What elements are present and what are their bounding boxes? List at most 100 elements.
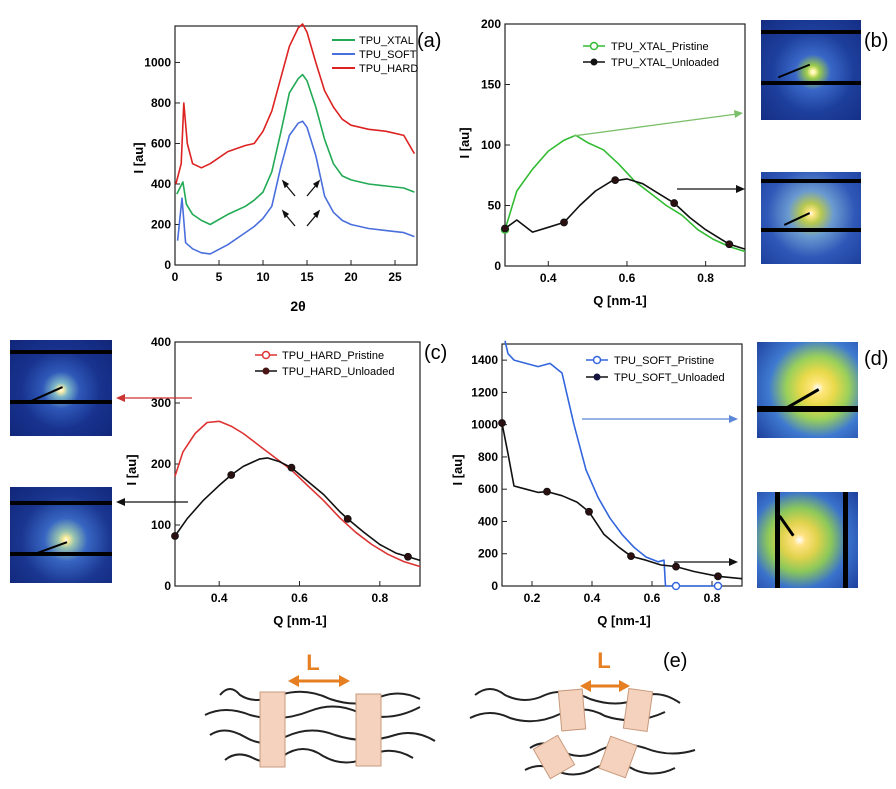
x-tick-label-b-0: 0.4 [540, 271, 557, 285]
series-line-a-2 [175, 23, 416, 185]
chart-d-legend: TPU_SOFT_Pristine TPU_SOFT_Unloaded [586, 355, 725, 384]
arrow-c-pristine-head [116, 394, 125, 402]
chart-c-svg: 0.4 0.6 0.8 0 100 200 300 400 I [au] Q [nm-1] T… [124, 335, 421, 628]
y-tick-label-c-3: 300 [151, 396, 171, 410]
chart-d-xlabel: Q [nm-1] [597, 613, 650, 628]
series-marker-d-1-1 [543, 487, 551, 496]
y-tick-label-c-2: 200 [151, 457, 171, 471]
y-tick-label-c-1: 100 [151, 518, 171, 532]
y-tick-label-a-5: 1000 [144, 55, 171, 69]
series-line-d-1 [501, 422, 743, 580]
chart-a-plot-area: 0 5 10 15 20 25 0 200 400 600 800 1000 [144, 23, 418, 284]
legend-label-xtal: TPU_XTAL [359, 35, 414, 47]
y-tick-label-d-7: 1400 [471, 353, 498, 367]
y-tick-label-d-1: 200 [478, 547, 498, 561]
chart-c-ylabel: I [au] [124, 454, 139, 485]
series-marker-d-0-0 [671, 581, 681, 591]
series-line-d-0 [504, 340, 718, 587]
y-tick-label-a-1: 200 [151, 217, 171, 231]
chart-d-ylabel: I [au] [452, 454, 465, 485]
legend-label-b-unloaded: TPU_XTAL_Unloaded [611, 57, 719, 69]
spacing-arrowhead-l1 [288, 675, 299, 687]
saxs-pattern-xtal-pristine [761, 20, 861, 120]
legend-label-d-unloaded: TPU_SOFT_Unloaded [614, 372, 725, 384]
chart-c-legend: TPU_HARD_Pristine TPU_HARD_Unloaded [255, 350, 395, 378]
series-marker-c-1-3 [343, 514, 352, 523]
series-marker-c-1-2 [287, 463, 296, 472]
spacing-arrowhead-l2 [339, 675, 350, 687]
arrow-b-unloaded-head [736, 185, 745, 193]
legend-marker-d-unloaded [593, 373, 601, 381]
saxs-pattern-soft-pristine [757, 342, 858, 438]
legend-label-c-unloaded: TPU_HARD_Unloaded [282, 366, 395, 378]
saxs-pattern-xtal-unloaded [761, 172, 861, 264]
series-marker-c-1-4 [404, 552, 412, 561]
series-marker-b-1-1 [560, 218, 568, 227]
y-tick-label-c-0: 0 [164, 579, 171, 593]
series-marker-c-1-1 [227, 471, 236, 479]
morphology-schematic: L L [204, 648, 696, 780]
y-tick-label-b-4: 200 [481, 17, 501, 31]
arrow-4-head [312, 209, 321, 219]
legend-label-d-pristine: TPU_SOFT_Pristine [614, 355, 714, 367]
chart-c-xlabel: Q [nm-1] [273, 613, 326, 628]
legend-label-soft: TPU_SOFT [359, 49, 417, 61]
arrow-b-pristine [572, 113, 738, 137]
legend-marker-c-pristine [261, 350, 271, 360]
pointer-arrows-d [582, 415, 738, 566]
spacing-arrowhead-r1 [580, 680, 591, 692]
panel-d: 0.2 0.4 0.6 0.8 0 200 400 600 800 1000 1200 1400 I … [450, 330, 752, 635]
series-marker-d-1-4 [672, 562, 680, 571]
chain-1 [219, 688, 421, 705]
y-tick-label-d-5: 1000 [471, 418, 498, 432]
series-marker-d-1-3 [627, 552, 635, 561]
y-tick-label-d-3: 600 [478, 482, 498, 496]
spacing-arrowhead-r2 [619, 680, 630, 692]
schematic-left-chains [204, 688, 436, 764]
spacing-label-left: L [306, 650, 319, 675]
x-tick-label-d-1: 0.4 [584, 591, 601, 605]
x-tick-label-a-5: 25 [388, 270, 402, 284]
panel-b-label: (b) [864, 30, 889, 52]
series-marker-d-0-1 [713, 581, 723, 591]
y-tick-label-b-3: 150 [481, 78, 501, 92]
saxs-pattern-hard-unloaded [10, 487, 112, 583]
legend-marker-c-unloaded [262, 367, 270, 375]
series-marker-d-1-5 [714, 572, 722, 581]
hard-segment-block-6 [598, 735, 638, 779]
y-tick-label-b-1: 50 [488, 199, 502, 213]
chart-a-ylabel: I [au] [131, 142, 146, 173]
series-marker-c-1-0 [171, 532, 179, 540]
y-tick-label-a-0: 0 [164, 258, 171, 272]
legend-marker-d-pristine [592, 355, 602, 365]
chart-b-xlabel: Q [nm-1] [593, 293, 646, 308]
y-tick-label-a-4: 800 [151, 96, 171, 110]
x-tick-label-a-1: 5 [216, 270, 223, 284]
chart-b-plot-area: 0.4 0.6 0.8 0 50 100 150 200 [481, 17, 746, 285]
panel-e-label: (e) [663, 650, 688, 672]
y-tick-label-d-6: 1200 [471, 385, 498, 399]
schematic-left-spacing: L [288, 650, 350, 687]
panel-c: 0.4 0.6 0.8 0 100 200 300 400 I [au] Q [nm-1] T… [120, 330, 447, 635]
peak-arrows [281, 179, 321, 227]
panel-a: 0 5 10 15 20 25 0 200 400 600 800 1000 I [au] 2θ TP… [125, 8, 445, 318]
series-marker-b-1-3 [670, 199, 679, 207]
y-tick-label-c-4: 400 [151, 335, 171, 349]
pointer-arrows-c [116, 394, 192, 506]
panel-d-label: (d) [864, 348, 889, 370]
x-tick-label-d-2: 0.6 [644, 591, 661, 605]
chart-b-svg: 0.4 0.6 0.8 0 50 100 150 200 I [au] Q [nm-1] TP… [457, 17, 746, 308]
plot-frame-a [174, 25, 418, 266]
legend-label-hard: TPU_HARD [359, 63, 418, 75]
chain-4 [224, 748, 414, 764]
chart-a-legend: TPU_XTAL TPU_SOFT TPU_HARD [332, 35, 418, 75]
x-tick-label-c-1: 0.6 [291, 591, 308, 605]
y-tick-label-b-0: 0 [494, 259, 501, 273]
saxs-pattern-hard-pristine [10, 340, 112, 436]
arrow-1-head [281, 179, 290, 189]
series-marker-d-1-0 [498, 419, 506, 427]
chart-b-legend: TPU_XTAL_Pristine TPU_XTAL_Unloaded [583, 41, 719, 69]
series-marker-b-1-0 [501, 224, 509, 233]
series-marker-b-1-4 [725, 240, 734, 249]
legend-label-b-pristine: TPU_XTAL_Pristine [611, 41, 709, 53]
